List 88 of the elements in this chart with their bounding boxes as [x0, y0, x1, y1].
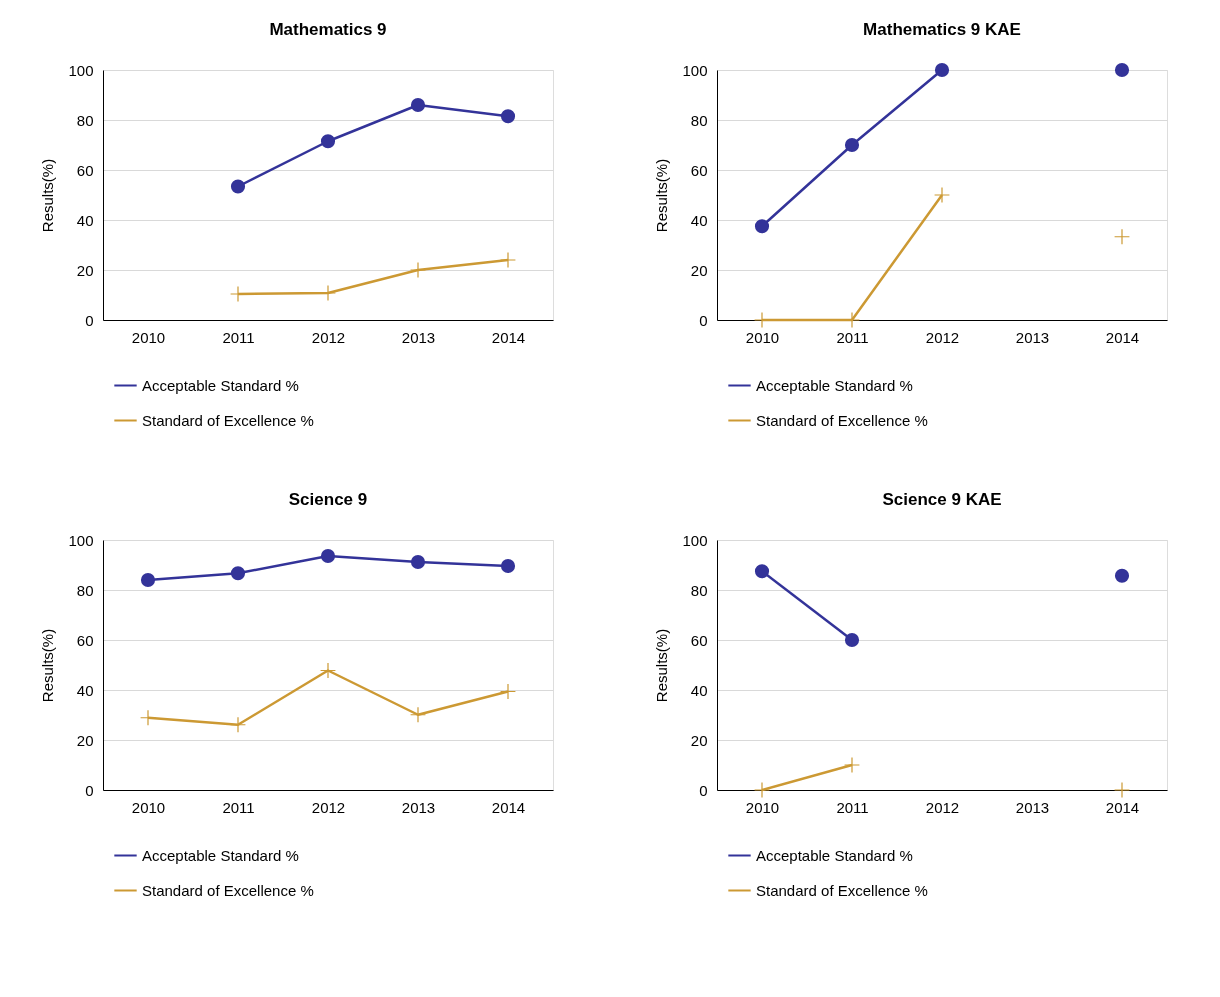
point	[753, 781, 771, 799]
y-axis-title: Results(%)	[653, 158, 671, 233]
y-tick-label: 40	[76, 681, 94, 699]
x-tick-label: 2010	[131, 798, 166, 816]
point	[934, 62, 950, 78]
y-tick-label: 0	[85, 781, 94, 799]
y-tick-label: 80	[76, 581, 94, 599]
point	[1114, 568, 1130, 583]
point	[844, 137, 860, 153]
legend-label: Acceptable Standard %	[142, 846, 299, 864]
legend-label: Acceptable Standard %	[142, 376, 299, 394]
y-tick-label: 20	[76, 731, 94, 749]
y-axis-title: Results(%)	[653, 628, 671, 703]
point	[320, 134, 336, 149]
x-tick-label: 2014	[1105, 328, 1140, 346]
point	[139, 709, 157, 726]
point	[410, 97, 426, 113]
point	[229, 716, 247, 733]
y-tick-label: 60	[76, 161, 94, 179]
y-tick-label: 40	[690, 681, 708, 699]
y-tick-label: 60	[690, 161, 708, 179]
point	[933, 186, 951, 204]
y-tick-label: 0	[699, 311, 708, 329]
x-tick-label: 2012	[311, 798, 346, 816]
x-tick-label: 2013	[401, 328, 436, 346]
point	[1113, 781, 1131, 799]
legend-label: Standard of Excellence %	[142, 881, 314, 899]
y-tick-label: 40	[76, 211, 94, 229]
point	[500, 558, 516, 574]
y-tick-label: 0	[85, 311, 94, 329]
y-tick-label: 80	[690, 111, 708, 129]
y-tick-label: 20	[690, 261, 708, 279]
x-tick-label: 2014	[491, 798, 526, 816]
legend-label: Standard of Excellence %	[756, 881, 928, 899]
point	[410, 554, 426, 570]
x-tick-label: 2013	[1015, 328, 1050, 346]
point	[319, 662, 337, 679]
x-tick-label: 2013	[401, 798, 436, 816]
x-tick-label: 2012	[925, 328, 960, 346]
y-tick-label: 100	[68, 531, 94, 549]
legend-label: Standard of Excellence %	[756, 411, 928, 429]
y-tick-label: 100	[682, 531, 708, 549]
y-axis-title: Results(%)	[39, 158, 57, 233]
y-tick-label: 60	[690, 631, 708, 649]
x-tick-label: 2011	[836, 328, 869, 346]
point	[843, 756, 861, 774]
y-tick-label: 80	[76, 111, 94, 129]
point	[754, 219, 770, 234]
y-tick-label: 60	[76, 631, 94, 649]
x-tick-label: 2010	[745, 328, 780, 346]
point	[499, 683, 517, 700]
x-tick-label: 2014	[1105, 798, 1140, 816]
point	[499, 251, 517, 269]
point	[140, 572, 156, 588]
legend-label: Standard of Excellence %	[142, 411, 314, 429]
y-tick-label: 0	[699, 781, 708, 799]
point	[1113, 228, 1131, 245]
y-tick-label: 20	[76, 261, 94, 279]
x-tick-label: 2011	[222, 798, 255, 816]
x-tick-label: 2010	[745, 798, 780, 816]
point	[844, 632, 860, 648]
x-tick-label: 2012	[311, 328, 346, 346]
y-tick-label: 100	[68, 61, 94, 79]
point	[500, 109, 516, 124]
point	[754, 564, 770, 579]
y-tick-label: 100	[682, 61, 708, 79]
x-tick-label: 2011	[222, 328, 255, 346]
point	[1114, 62, 1130, 78]
legend-label: Acceptable Standard %	[756, 846, 913, 864]
y-tick-label: 40	[690, 211, 708, 229]
x-tick-label: 2010	[131, 328, 166, 346]
point	[320, 548, 336, 564]
chart-title: Science 9	[288, 490, 368, 509]
y-axis-title: Results(%)	[39, 628, 57, 703]
x-tick-label: 2013	[1015, 798, 1050, 816]
y-tick-label: 20	[690, 731, 708, 749]
y-tick-label: 80	[690, 581, 708, 599]
point	[230, 566, 246, 581]
legend-label: Acceptable Standard %	[756, 376, 913, 394]
point	[409, 261, 427, 279]
chart-title: Mathematics 9 KAE	[863, 19, 1021, 39]
x-tick-label: 2014	[491, 328, 526, 346]
x-tick-label: 2011	[836, 798, 869, 816]
point	[409, 706, 427, 723]
chart-title: Science 9 KAE	[882, 490, 1002, 509]
x-tick-label: 2012	[925, 798, 960, 816]
point	[230, 179, 246, 194]
chart-title: Mathematics 9	[269, 20, 387, 39]
